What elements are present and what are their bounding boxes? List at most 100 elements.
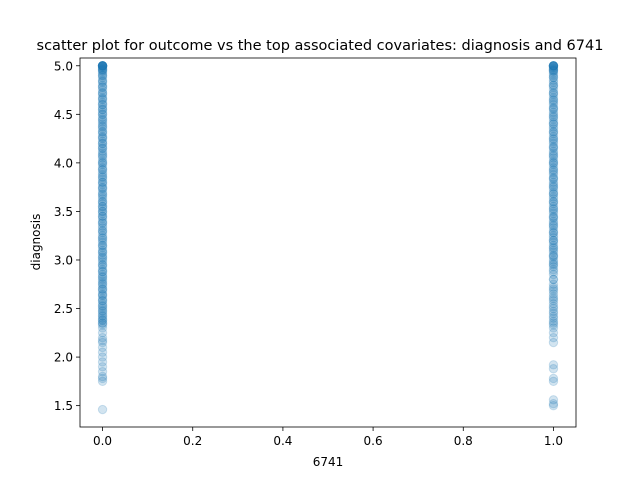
scatter-point (548, 212, 559, 222)
scatter-point (548, 72, 559, 83)
scatter-point (97, 266, 108, 277)
scatter-point (97, 290, 108, 300)
scatter-point (97, 177, 108, 187)
scatter-point (548, 146, 559, 156)
scatter-point (97, 253, 108, 263)
scatter-point (97, 271, 108, 282)
scatter-point (97, 242, 108, 253)
scatter-point (97, 260, 108, 270)
scatter-point (97, 90, 108, 100)
scatter-point (97, 352, 108, 362)
scatter-point (97, 129, 108, 139)
scatter-point (97, 315, 108, 325)
y-axis-label: diagnosis (29, 214, 43, 271)
scatter-point (548, 95, 559, 105)
scatter-point (548, 119, 559, 129)
scatter-point (97, 301, 108, 312)
scatter-point (548, 102, 559, 113)
scatter-point (548, 364, 559, 374)
scatter-point (548, 289, 559, 299)
scatter-point (548, 133, 559, 144)
scatter-point (97, 269, 108, 280)
scatter-point (97, 99, 108, 110)
scatter-point (548, 63, 559, 73)
scatter-point (97, 404, 108, 415)
scatter-point (97, 311, 108, 321)
scatter-point (548, 269, 559, 280)
scatter-point (97, 300, 108, 311)
scatter-point (548, 301, 559, 312)
scatter-point (548, 97, 559, 108)
scatter-point (97, 164, 108, 175)
scatter-point (548, 80, 559, 90)
y-tick-label: 4.0 (54, 156, 73, 170)
scatter-point (548, 282, 559, 292)
scatter-point (548, 328, 559, 338)
scatter-point (97, 192, 108, 202)
scatter-point (97, 70, 108, 81)
scatter-point (97, 233, 108, 244)
scatter-point (97, 127, 108, 137)
scatter-point (97, 245, 108, 255)
scatter-point (97, 328, 108, 338)
scatter-point (548, 192, 559, 202)
scatter-point (548, 143, 559, 154)
scatter-point (548, 221, 559, 231)
scatter-point (548, 131, 559, 142)
scatter-point (97, 88, 108, 98)
scatter-point (548, 151, 559, 161)
scatter-point (548, 279, 559, 289)
scatter-point (548, 63, 559, 74)
scatter-point (548, 61, 559, 71)
scatter-point (548, 313, 559, 323)
scatter-point (548, 242, 559, 253)
scatter-point (548, 373, 559, 384)
scatter-point (97, 218, 108, 228)
scatter-point (97, 177, 108, 187)
y-tick-label: 3.0 (54, 253, 73, 267)
scatter-point (548, 142, 559, 153)
scatter-point (97, 63, 108, 73)
scatter-point (548, 320, 559, 330)
scatter-point (97, 82, 108, 92)
scatter-point (548, 274, 559, 285)
scatter-point (548, 197, 559, 207)
scatter-point (548, 264, 559, 275)
scatter-point (97, 357, 108, 367)
scatter-point (97, 72, 108, 83)
scatter-point (97, 284, 108, 294)
scatter-point (548, 318, 559, 328)
scatter-point (97, 150, 108, 160)
scatter-point (548, 160, 559, 170)
scatter-point (548, 153, 559, 163)
scatter-point (97, 61, 108, 71)
scatter-point (97, 76, 108, 87)
scatter-point (548, 107, 559, 118)
scatter-point (548, 262, 559, 272)
scatter-point (97, 61, 108, 71)
scatter-point (548, 274, 559, 285)
scatter-point (548, 306, 559, 317)
scatter-point (97, 77, 108, 87)
scatter-point (548, 173, 559, 184)
scatter-point (97, 63, 108, 74)
y-tick-label: 2.0 (54, 351, 73, 365)
scatter-point (97, 61, 108, 71)
scatter-point (548, 93, 559, 103)
scatter-point (97, 274, 108, 285)
scatter-point (97, 257, 108, 267)
scatter-point (97, 194, 108, 204)
scatter-point (97, 221, 108, 231)
scatter-point (548, 109, 559, 120)
scatter-point (97, 121, 108, 131)
scatter-point (97, 228, 108, 238)
scatter-point (97, 99, 108, 110)
scatter-point (548, 70, 559, 81)
scatter-point (97, 174, 108, 185)
scatter-point (97, 141, 108, 152)
x-tick-label: 0.6 (364, 434, 383, 448)
scatter-point (97, 148, 108, 158)
scatter-point (97, 206, 108, 217)
scatter-point (548, 376, 559, 387)
